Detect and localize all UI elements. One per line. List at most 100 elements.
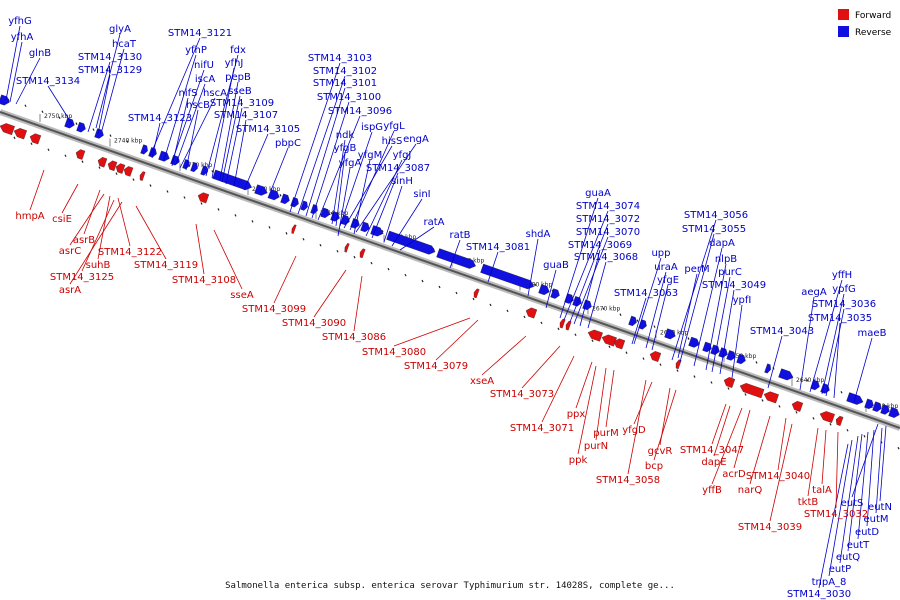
forward-gene xyxy=(791,400,804,412)
position-marker xyxy=(506,309,509,313)
label-leader-line xyxy=(435,319,479,361)
label-leader-line xyxy=(365,159,403,237)
label-leader-line xyxy=(853,337,873,403)
forward-gene xyxy=(587,329,603,342)
gene-label: yfhG xyxy=(8,16,32,27)
position-marker xyxy=(642,357,645,360)
reverse-gene xyxy=(212,169,252,191)
gene-label: STM14_3063 xyxy=(614,288,678,299)
reverse-gene xyxy=(64,117,75,129)
position-marker xyxy=(710,381,713,384)
label-leader-line xyxy=(349,130,395,231)
label-leader-line xyxy=(847,433,863,552)
position-marker xyxy=(64,154,67,157)
gene-label: xseA xyxy=(470,376,494,387)
forward-gene xyxy=(97,157,108,168)
reverse-gene xyxy=(480,263,535,290)
gene-label: guaA xyxy=(585,188,611,199)
kbp-tick-label: 2720 kbp xyxy=(252,186,280,193)
label-leader-line xyxy=(575,361,593,409)
position-marker xyxy=(217,208,220,211)
label-leader-line xyxy=(857,431,869,540)
label-leader-line xyxy=(587,261,607,329)
gene-label: asrC xyxy=(59,246,81,257)
forward-gene xyxy=(344,243,350,253)
label-leader-line xyxy=(69,193,105,246)
label-leader-line xyxy=(821,293,845,395)
label-leader-line xyxy=(175,83,206,165)
label-leader-line xyxy=(633,257,662,345)
label-leader-line xyxy=(151,122,161,159)
position-marker xyxy=(619,313,622,316)
label-leader-line xyxy=(399,226,435,251)
forward-gene xyxy=(559,318,566,329)
gene-label: eutM xyxy=(863,514,888,525)
label-leader-line xyxy=(331,139,346,225)
forward-gene xyxy=(601,334,617,347)
position-marker xyxy=(47,148,50,152)
reverse-gene xyxy=(140,144,148,155)
label-leader-line xyxy=(631,297,647,345)
label-leader-line xyxy=(799,296,815,391)
gene-label: ppk xyxy=(569,455,588,466)
label-leader-line xyxy=(225,107,243,185)
label-leader-line xyxy=(311,101,350,219)
label-leader-line xyxy=(671,219,717,361)
position-marker xyxy=(183,196,186,199)
label-leader-line xyxy=(171,69,205,163)
gene-label: gcvR xyxy=(648,446,673,457)
position-marker xyxy=(761,399,764,402)
gene-label: sseB xyxy=(228,86,252,97)
gene-label: nlpB xyxy=(715,254,737,265)
legend-reverse-label: Reverse xyxy=(855,28,892,38)
gene-label: csiE xyxy=(52,214,72,225)
position-marker xyxy=(806,379,809,382)
position-marker xyxy=(625,351,628,354)
legend-reverse-swatch xyxy=(838,26,849,37)
position-marker xyxy=(370,261,373,265)
gene-label: narQ xyxy=(738,485,763,496)
forward-gene xyxy=(75,149,86,160)
position-marker xyxy=(92,128,95,131)
reverse-gene xyxy=(778,368,794,381)
gene-label: hcaT xyxy=(112,39,137,50)
label-leader-line xyxy=(335,152,346,227)
kbp-tick-label: 2670 kbp xyxy=(592,305,620,312)
label-leader-line xyxy=(487,251,499,283)
position-marker xyxy=(285,232,288,235)
position-marker xyxy=(557,327,560,331)
gene-label: yfhP xyxy=(185,45,207,56)
label-leader-line xyxy=(627,379,647,475)
gene-label: STM14_3040 xyxy=(746,471,810,482)
gene-label: STM14_3105 xyxy=(236,124,300,135)
gene-label: eutQ xyxy=(836,552,860,563)
label-leader-line xyxy=(605,369,615,428)
reverse-gene xyxy=(664,328,676,340)
reverse-gene xyxy=(718,347,728,358)
reverse-gene xyxy=(628,315,637,327)
gene-label: STM14_3129 xyxy=(78,65,142,76)
gene-label: eutS xyxy=(841,498,864,509)
label-leader-line xyxy=(569,223,609,323)
position-marker xyxy=(659,363,662,366)
label-leader-line xyxy=(179,97,216,169)
position-marker xyxy=(438,285,441,289)
gene-label: acrD xyxy=(722,469,746,480)
position-marker xyxy=(455,291,458,295)
label-leader-line xyxy=(541,355,575,423)
position-marker xyxy=(591,339,594,343)
legend: Forward Reverse xyxy=(838,9,892,38)
gene-label: engA xyxy=(403,134,429,145)
label-leader-line xyxy=(527,238,539,297)
label-leader-line xyxy=(818,443,849,589)
genome-caption: Salmonella enterica subsp. enterica sero… xyxy=(225,581,675,591)
label-leader-line xyxy=(171,97,189,167)
gene-label: eutP xyxy=(829,564,851,575)
label-leader-line xyxy=(828,439,853,577)
forward-gene xyxy=(473,288,480,299)
gene-label: eutD xyxy=(855,527,879,538)
label-leader-line xyxy=(559,197,599,319)
forward-gene xyxy=(107,160,118,172)
gene-label: dapA xyxy=(709,238,735,249)
